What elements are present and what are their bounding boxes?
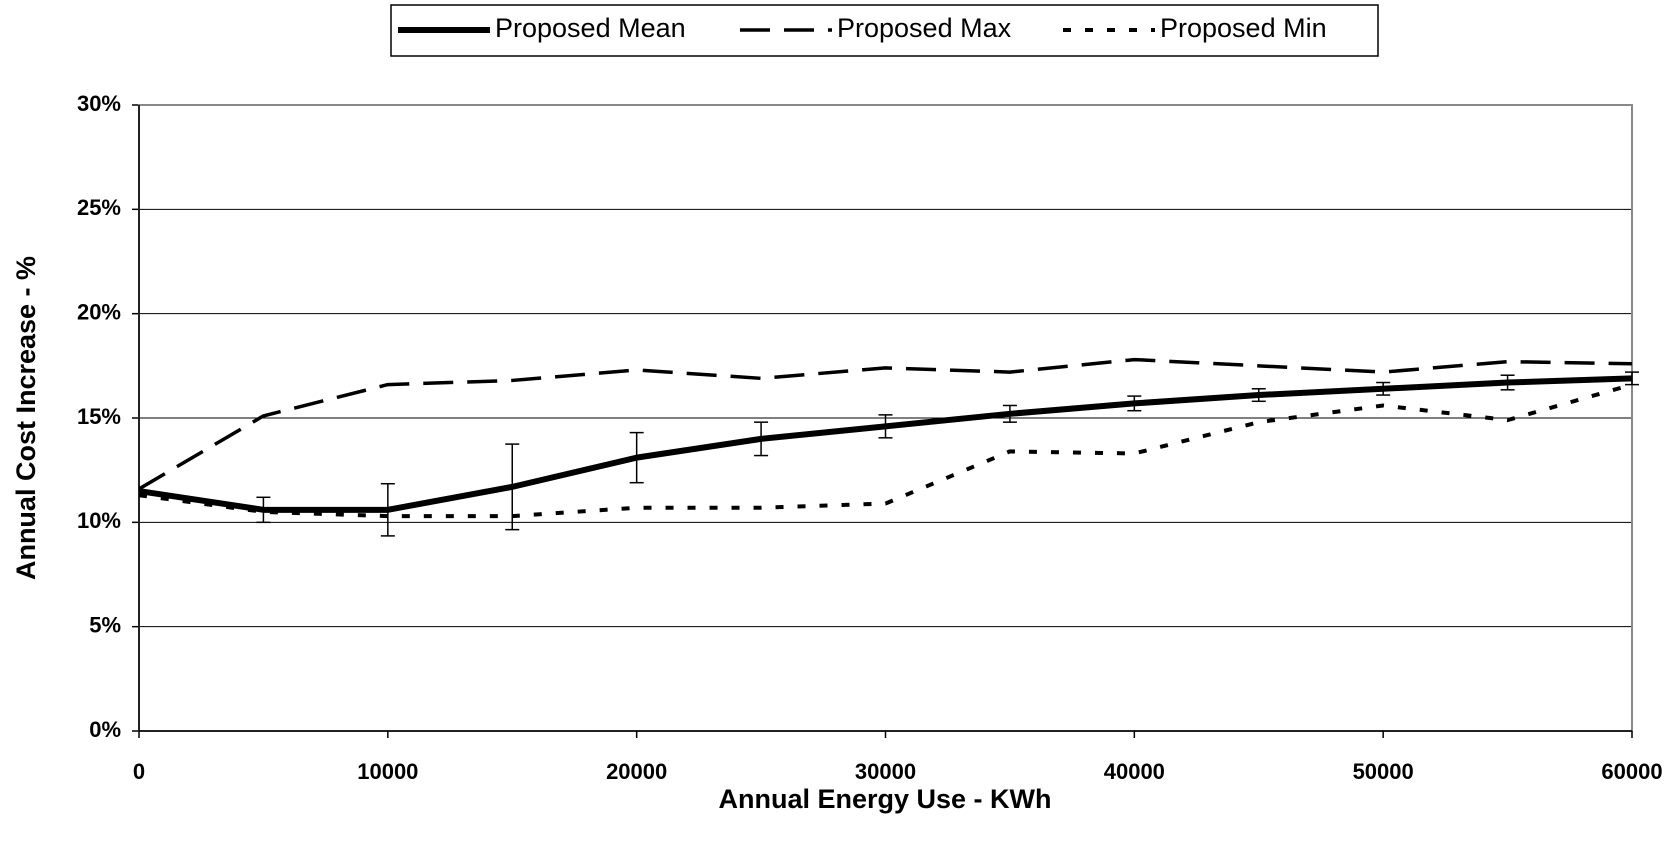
y-tick-label: 20% — [77, 299, 121, 324]
legend-label: Proposed Min — [1160, 13, 1327, 43]
error-bar — [1625, 371, 1639, 386]
error-bar — [878, 414, 893, 439]
series-line — [138, 382, 1633, 519]
error-bar — [754, 421, 769, 457]
error-bar — [380, 482, 395, 537]
x-tick-label: 50000 — [1353, 759, 1414, 784]
y-tick-label: 25% — [77, 195, 121, 220]
x-tick-label: 30000 — [855, 759, 916, 784]
y-tick-label: 0% — [89, 717, 121, 742]
x-tick-label: 0 — [133, 759, 145, 784]
error-bar — [1002, 404, 1017, 423]
y-axis-title: Annual Cost Increase - % — [11, 256, 41, 580]
series-line — [138, 375, 1633, 513]
error-bar — [256, 496, 271, 524]
error-bar — [629, 431, 644, 484]
x-tick-label: 60000 — [1601, 759, 1662, 784]
legend-label: Proposed Mean — [495, 13, 686, 43]
y-tick-label: 10% — [77, 508, 121, 533]
x-tick-label: 10000 — [357, 759, 418, 784]
legend-box — [390, 4, 1379, 57]
error-bar — [1500, 374, 1515, 391]
x-tick-label: 20000 — [606, 759, 667, 784]
error-bar — [1127, 395, 1142, 412]
y-tick-label: 5% — [89, 612, 121, 637]
x-tick-label: 40000 — [1104, 759, 1165, 784]
error-bar — [1376, 381, 1391, 396]
y-tick-label: 15% — [77, 404, 121, 429]
legend-label: Proposed Max — [837, 13, 1012, 43]
y-tick-label: 30% — [77, 91, 121, 116]
error-bar — [1251, 388, 1266, 403]
series-line — [138, 357, 1633, 491]
x-axis-title: Annual Energy Use - KWh — [718, 784, 1051, 814]
